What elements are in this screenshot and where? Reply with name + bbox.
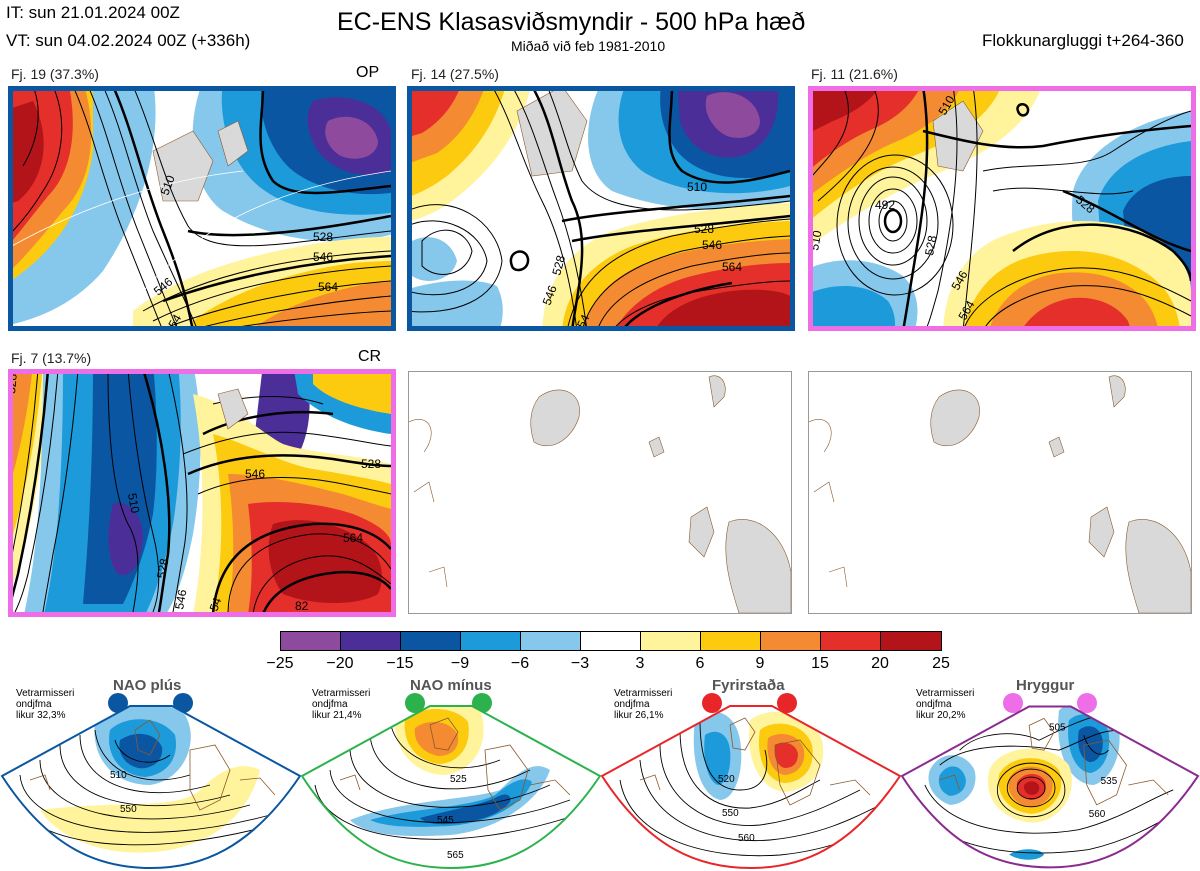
contour-label: 528 <box>154 557 171 579</box>
contour-label: 510 <box>125 492 142 514</box>
contour-label: 564 <box>318 280 338 294</box>
regime-3-marker <box>702 693 722 713</box>
colorbar-label: 20 <box>871 655 889 672</box>
colorbar-swatch <box>460 631 521 651</box>
empty-panel-6 <box>808 371 1192 614</box>
regime-4-name: Hryggur <box>1016 677 1075 694</box>
regime-1-info: Vetrarmisseri ondjfma likur 32,3% <box>16 688 75 721</box>
regime-3-name: Fyrirstaða <box>712 677 785 694</box>
colorbar-swatch <box>280 631 341 651</box>
contour-label: 560 <box>1089 809 1106 820</box>
panel-4-tag: CR <box>358 348 382 365</box>
cluster-map-3: 510 528 492 510 528 546 564 <box>813 91 1191 326</box>
regime-3-info: Vetrarmisseri ondjfma likur 26,1% <box>614 688 673 721</box>
contour-label: 560 <box>738 833 755 844</box>
cluster-panel-3[interactable]: 510 528 492 510 528 546 564 <box>808 86 1196 331</box>
cluster-map-4: 528 510 546 528 564 528 546 54 82 <box>13 374 391 612</box>
colorbar-label: −3 <box>570 655 590 672</box>
contour-label: 82 <box>295 599 309 612</box>
colorbar-swatch <box>640 631 701 651</box>
colorbar-label: 15 <box>811 655 829 672</box>
contour-label: 528 <box>922 234 939 256</box>
contour-label: 520 <box>718 774 735 785</box>
colorbar-label: −9 <box>450 655 470 672</box>
cluster-panel-1[interactable]: 510 528 546 546 564 54 <box>8 86 396 331</box>
contour-label: 550 <box>722 808 739 819</box>
colorbar-label: 9 <box>755 655 765 672</box>
contour-label: 546 <box>540 283 560 307</box>
contour-label: 545 <box>437 815 454 826</box>
colorbar-label: −20 <box>326 655 354 672</box>
colorbar-swatch <box>700 631 761 651</box>
contour-label: 505 <box>1049 722 1066 733</box>
cluster-map-1: 510 528 546 546 564 54 <box>13 91 391 326</box>
regime-3-map[interactable]: 520 550 560 <box>600 690 902 871</box>
colorbar-label: −15 <box>386 655 414 672</box>
colorbar-swatch <box>760 631 821 651</box>
regime-2-info: Vetrarmisseri ondjfma likur 21,4% <box>312 688 371 721</box>
contour-label: 510 <box>687 180 707 194</box>
panel-1-tag: OP <box>356 64 380 81</box>
panel-3-label: Fj. 11 (21.6%) <box>811 66 898 82</box>
contour-label: 564 <box>722 260 742 274</box>
regime-2-map[interactable]: 525 545 565 <box>300 690 602 871</box>
colorbar-label: −6 <box>510 655 530 672</box>
colorbar-label: −25 <box>266 655 294 672</box>
contour-label: 528 <box>13 374 20 394</box>
regime-1-marker <box>173 693 193 713</box>
panel-1-label: Fj. 19 (37.3%) <box>11 66 99 82</box>
contour-label: 510 <box>110 770 127 781</box>
classification-window: Flokkunargluggi t+264-360 <box>982 31 1184 50</box>
regime-1-marker <box>108 693 128 713</box>
cluster-map-2: 510 528 546 564 528 546 54 <box>412 91 790 326</box>
contour-label: 492 <box>875 198 895 212</box>
contour-label: 546 <box>172 588 189 610</box>
contour-label: 535 <box>1101 776 1118 787</box>
issue-time: IT: sun 21.01.2024 00Z <box>6 3 180 22</box>
basemap-6 <box>809 375 1191 613</box>
regime-4-info: Vetrarmisseri ondjfma likur 20,2% <box>916 688 975 721</box>
regime-1-name: NAO plús <box>113 677 182 694</box>
colorbar-label: 6 <box>695 655 705 672</box>
colorbar-swatch <box>880 631 942 651</box>
regime-4-marker <box>1077 693 1097 713</box>
panel-4-label: Fj. 7 (13.7%) <box>11 350 92 366</box>
colorbar-swatch <box>580 631 641 651</box>
colorbar-swatch <box>820 631 881 651</box>
regime-4-marker <box>1003 693 1023 713</box>
valid-time: VT: sun 04.02.2024 00Z (+336h) <box>6 31 251 50</box>
colorbar-label: 25 <box>932 655 950 672</box>
contour-label: 528 <box>361 457 381 471</box>
contour-label: 510 <box>813 229 824 251</box>
contour-label: 546 <box>702 238 722 252</box>
regime-3-marker <box>777 693 797 713</box>
colorbar-label: 3 <box>635 655 645 672</box>
regime-2-marker <box>405 693 425 713</box>
contour-label: 510 <box>158 173 178 197</box>
contour-label: 525 <box>450 774 467 785</box>
colorbar-swatch <box>340 631 401 651</box>
contour-label: 564 <box>343 531 363 545</box>
panel-2-label: Fj. 14 (27.5%) <box>411 66 499 82</box>
empty-panel-5 <box>408 371 792 614</box>
regime-2-name: NAO mínus <box>410 677 492 694</box>
contour-label: 546 <box>245 467 265 481</box>
basemap-5 <box>409 375 791 613</box>
page-title: EC-ENS Klasasviðsmyndir - 500 hPa hæð <box>337 8 806 36</box>
contour-label: 528 <box>694 222 714 236</box>
regime-4-map[interactable]: 505 535 560 <box>900 690 1200 871</box>
contour-label: 528 <box>313 230 333 244</box>
contour-label: 550 <box>120 804 137 815</box>
contour-label: 528 <box>549 253 568 276</box>
contour-label: 54 <box>207 595 225 612</box>
colorbar-swatch <box>400 631 461 651</box>
cluster-panel-4[interactable]: 528 510 546 528 564 528 546 54 82 <box>8 369 396 617</box>
page-subtitle: Miðað við feb 1981-2010 <box>511 38 666 54</box>
contour-label: 565 <box>447 850 464 861</box>
cluster-panel-2[interactable]: 510 528 546 564 528 546 54 <box>407 86 795 331</box>
contour-label: 546 <box>313 250 333 264</box>
colorbar-swatch <box>520 631 581 651</box>
regime-1-map[interactable]: 510 550 <box>0 690 302 871</box>
